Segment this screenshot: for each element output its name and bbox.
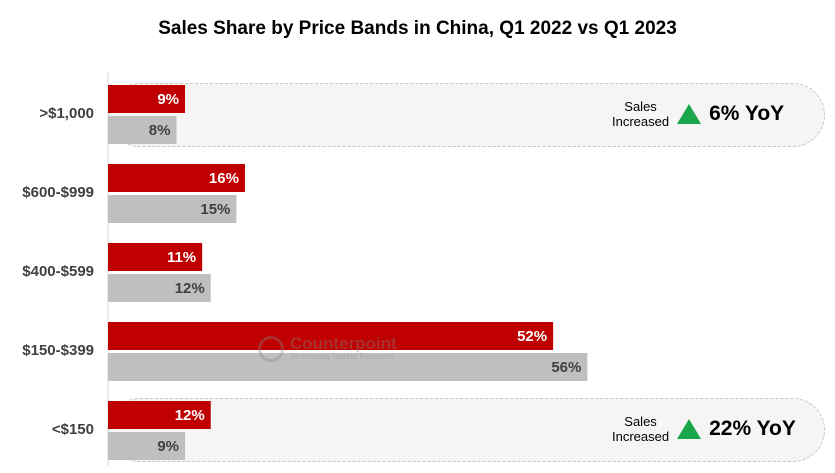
bar-q1-2022 — [108, 195, 237, 223]
data-label: 15% — [200, 201, 230, 218]
category-label: >$1,000 — [39, 105, 94, 122]
data-label: 52% — [517, 328, 547, 345]
callout-bottom-line2: Increased — [612, 429, 670, 444]
bar-q1-2023 — [108, 401, 211, 429]
triangle-up-icon — [677, 419, 702, 439]
callout-bottom-value: 22% YoY — [709, 417, 796, 440]
watermark-brand: Counterpoint — [290, 334, 397, 353]
data-label: 12% — [175, 407, 205, 424]
category-label: $150-$399 — [22, 342, 94, 359]
data-label: 8% — [149, 122, 171, 139]
category-label: <$150 — [52, 421, 94, 438]
bar-q1-2023 — [108, 164, 245, 192]
bar-q1-2023 — [108, 322, 554, 350]
chart-title: Sales Share by Price Bands in China, Q1 … — [158, 18, 677, 39]
data-label: 16% — [209, 170, 239, 187]
callout-box-bottom — [108, 398, 825, 462]
triangle-up-icon — [677, 104, 702, 124]
data-label: 56% — [551, 359, 581, 376]
callout-bottom: Sales Increased 22% YoY — [612, 414, 796, 444]
data-label: 11% — [167, 249, 196, 266]
callout-top-value: 6% YoY — [709, 102, 785, 125]
bar-q1-2023 — [108, 85, 186, 113]
bar-q1-2022 — [108, 116, 177, 144]
watermark: Counterpoint Technology Market Research — [258, 335, 397, 362]
callout-top-line2: Increased — [612, 114, 670, 129]
category-label: $400-$599 — [22, 263, 94, 280]
data-label: 9% — [157, 438, 179, 455]
bar-q1-2022 — [108, 353, 588, 381]
callout-top-line1: Sales — [624, 99, 657, 114]
callout-top: Sales Increased 6% YoY — [612, 99, 784, 129]
data-label: 12% — [175, 280, 205, 297]
category-label: $600-$999 — [22, 184, 94, 201]
bar-q1-2022 — [108, 274, 211, 302]
counterpoint-logo-icon — [258, 335, 284, 362]
bar-q1-2023 — [108, 243, 203, 271]
bar-q1-2022 — [108, 432, 186, 460]
data-label: 9% — [157, 91, 179, 108]
callout-box-top — [108, 83, 825, 147]
callout-bottom-line1: Sales — [624, 414, 657, 429]
watermark-subtitle: Technology Market Research — [290, 352, 394, 361]
